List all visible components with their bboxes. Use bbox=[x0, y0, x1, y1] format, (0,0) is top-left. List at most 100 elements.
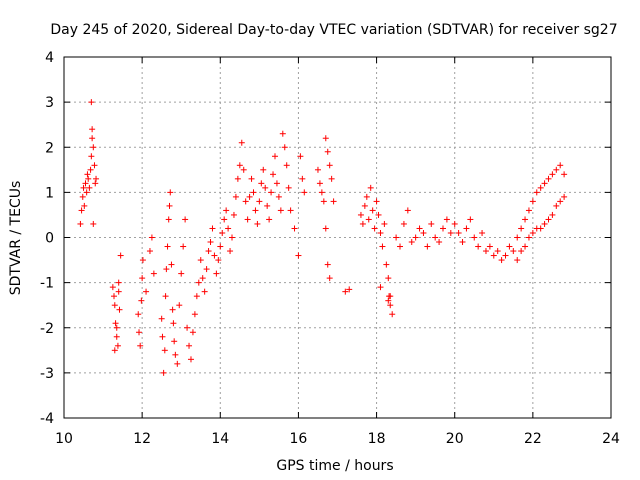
data-point bbox=[165, 216, 172, 223]
data-point bbox=[316, 180, 323, 187]
data-point bbox=[88, 153, 95, 160]
y-tick-label: -2 bbox=[40, 321, 54, 337]
data-point bbox=[112, 320, 119, 327]
data-point bbox=[322, 225, 329, 232]
data-point bbox=[494, 248, 501, 255]
data-point bbox=[139, 275, 146, 282]
data-point bbox=[451, 220, 458, 227]
data-point bbox=[459, 239, 466, 246]
data-point bbox=[85, 175, 92, 182]
data-point bbox=[545, 175, 552, 182]
data-point bbox=[199, 275, 206, 282]
data-point bbox=[109, 284, 116, 291]
data-point bbox=[83, 189, 90, 196]
data-point bbox=[361, 202, 368, 209]
data-point bbox=[377, 229, 384, 236]
data-point bbox=[525, 207, 532, 214]
data-point bbox=[223, 207, 230, 214]
data-point bbox=[367, 184, 374, 191]
data-point bbox=[342, 288, 349, 295]
y-axis-label: SDTVAR / TECUs bbox=[8, 181, 24, 296]
data-point bbox=[232, 193, 239, 200]
data-point bbox=[463, 225, 470, 232]
data-point bbox=[158, 315, 165, 322]
data-point bbox=[561, 193, 568, 200]
data-point bbox=[291, 225, 298, 232]
data-point bbox=[169, 306, 176, 313]
x-tick-label: 10 bbox=[55, 431, 73, 447]
data-point bbox=[207, 239, 214, 246]
x-tick-label: 20 bbox=[446, 431, 464, 447]
data-point bbox=[111, 293, 118, 300]
data-point bbox=[373, 198, 380, 205]
data-point bbox=[324, 148, 331, 155]
data-point bbox=[148, 234, 155, 241]
data-point bbox=[168, 261, 175, 268]
data-point bbox=[266, 216, 273, 223]
data-point bbox=[189, 329, 196, 336]
y-tick-label: 1 bbox=[45, 185, 54, 201]
data-point bbox=[227, 248, 234, 255]
y-tick-label: 0 bbox=[45, 231, 54, 247]
data-point bbox=[385, 275, 392, 282]
data-point bbox=[84, 171, 91, 178]
data-point bbox=[115, 288, 122, 295]
data-point bbox=[277, 207, 284, 214]
data-point bbox=[369, 207, 376, 214]
data-point bbox=[322, 135, 329, 142]
data-point bbox=[549, 171, 556, 178]
data-point bbox=[229, 234, 236, 241]
data-point bbox=[412, 234, 419, 241]
x-tick-labels: 10 12 14 16 18 20 22 24 bbox=[55, 431, 620, 447]
data-point bbox=[379, 243, 386, 250]
data-point bbox=[377, 284, 384, 291]
data-point bbox=[254, 220, 261, 227]
data-point bbox=[541, 180, 548, 187]
data-point bbox=[252, 207, 259, 214]
data-point bbox=[420, 229, 427, 236]
data-point bbox=[518, 225, 525, 232]
data-point bbox=[234, 175, 241, 182]
data-point bbox=[182, 216, 189, 223]
y-tick-label: 3 bbox=[45, 95, 54, 111]
data-point bbox=[549, 211, 556, 218]
data-point bbox=[295, 252, 302, 259]
x-tick-label: 12 bbox=[133, 431, 151, 447]
data-point bbox=[93, 175, 100, 182]
data-point bbox=[326, 162, 333, 169]
data-point bbox=[357, 211, 364, 218]
data-point bbox=[482, 248, 489, 255]
data-point bbox=[260, 166, 267, 173]
y-tick-labels: -4 -3 -2 -1 0 1 2 3 4 bbox=[40, 50, 54, 427]
data-point bbox=[428, 220, 435, 227]
data-point bbox=[387, 302, 394, 309]
data-points bbox=[77, 99, 568, 376]
data-point bbox=[167, 189, 174, 196]
data-point bbox=[174, 360, 181, 367]
data-point bbox=[221, 216, 228, 223]
data-point bbox=[498, 257, 505, 264]
data-point bbox=[541, 220, 548, 227]
data-point bbox=[330, 198, 337, 205]
data-point bbox=[455, 229, 462, 236]
data-point bbox=[301, 189, 308, 196]
data-point bbox=[244, 216, 251, 223]
data-point bbox=[240, 166, 247, 173]
data-point bbox=[195, 279, 202, 286]
x-tick-label: 22 bbox=[524, 431, 542, 447]
data-point bbox=[510, 248, 517, 255]
data-point bbox=[553, 202, 560, 209]
data-point bbox=[385, 297, 392, 304]
data-point bbox=[138, 297, 145, 304]
data-point bbox=[230, 211, 237, 218]
data-point bbox=[258, 180, 265, 187]
data-point bbox=[159, 333, 166, 340]
data-point bbox=[285, 184, 292, 191]
data-point bbox=[113, 324, 120, 331]
data-point bbox=[143, 288, 150, 295]
data-point bbox=[270, 171, 277, 178]
data-point bbox=[225, 225, 232, 232]
data-point bbox=[537, 225, 544, 232]
data-point bbox=[111, 302, 118, 309]
x-tick-label: 18 bbox=[368, 431, 386, 447]
